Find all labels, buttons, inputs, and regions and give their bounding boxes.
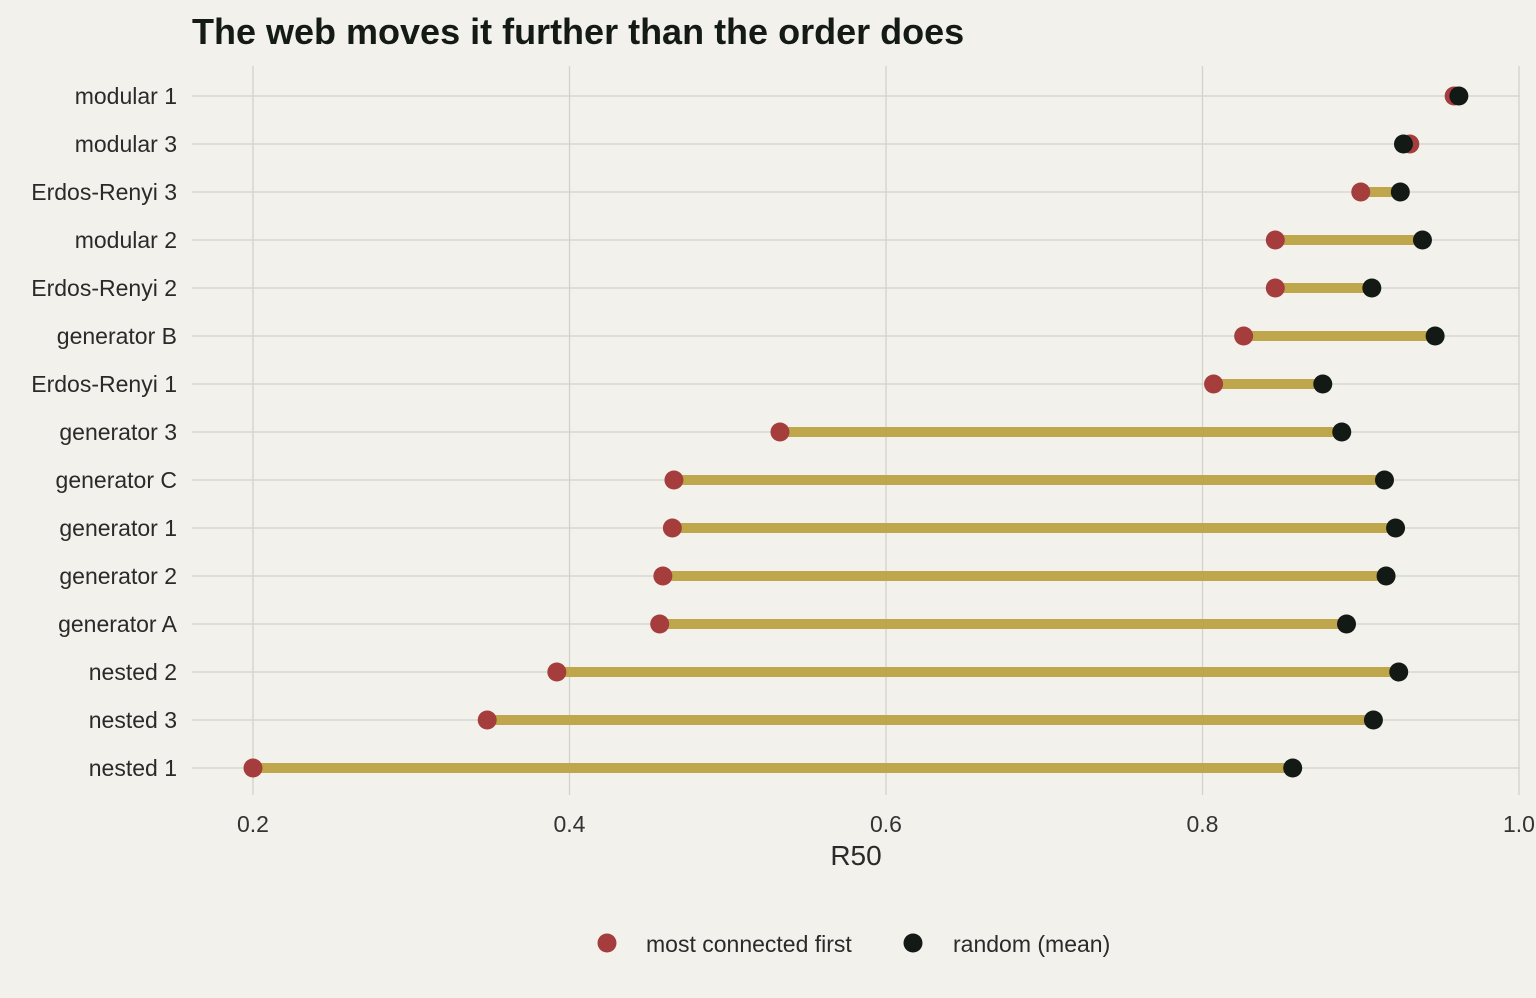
category-label: nested 1	[89, 755, 177, 781]
point-most-connected-first	[243, 758, 263, 778]
category-label: generator B	[57, 323, 177, 349]
point-most-connected-first	[653, 566, 673, 586]
point-random-mean	[1425, 326, 1445, 346]
category-label: generator 3	[59, 419, 177, 445]
point-most-connected-first	[1204, 374, 1224, 394]
point-random-mean	[1374, 470, 1394, 490]
point-random-mean	[1390, 182, 1410, 202]
chart-title: The web moves it further than the order …	[192, 11, 964, 52]
x-tick-label: 0.6	[870, 811, 902, 837]
legend-marker	[597, 933, 617, 953]
point-random-mean	[1332, 422, 1352, 442]
point-random-mean	[1363, 710, 1383, 730]
point-most-connected-first	[1265, 230, 1285, 250]
x-tick-label: 0.4	[554, 811, 586, 837]
point-most-connected-first	[664, 470, 684, 490]
point-most-connected-first	[1234, 326, 1254, 346]
point-most-connected-first	[547, 662, 567, 682]
x-tick-label: 1.0	[1503, 811, 1535, 837]
category-label: modular 1	[75, 83, 177, 109]
category-labels: modular 1 modular 3 Erdos-Renyi 3 modular 2…	[31, 83, 177, 781]
category-label: modular 2	[75, 227, 177, 253]
point-random-mean	[1283, 758, 1303, 778]
point-random-mean	[1412, 230, 1432, 250]
category-label: generator A	[58, 611, 178, 637]
point-most-connected-first	[1265, 278, 1285, 298]
legend-label: random (mean)	[953, 931, 1110, 957]
point-random-mean	[1337, 614, 1357, 634]
x-axis-title: R50	[830, 840, 881, 871]
category-label: modular 3	[75, 131, 177, 157]
category-label: Erdos-Renyi 3	[31, 179, 177, 205]
point-random-mean	[1389, 662, 1409, 682]
category-label: generator 2	[59, 563, 177, 589]
x-tick-label: 0.8	[1187, 811, 1219, 837]
category-label: nested 3	[89, 707, 177, 733]
point-random-mean	[1362, 278, 1382, 298]
legend-label: most connected first	[646, 931, 852, 957]
point-random-mean	[1393, 134, 1413, 154]
category-label: generator 1	[59, 515, 177, 541]
point-random-mean	[1449, 86, 1469, 106]
legend-marker	[903, 933, 923, 953]
category-label: generator C	[56, 467, 177, 493]
point-most-connected-first	[662, 518, 682, 538]
point-most-connected-first	[1351, 182, 1371, 202]
category-label: Erdos-Renyi 1	[31, 371, 177, 397]
point-random-mean	[1386, 518, 1406, 538]
point-most-connected-first	[650, 614, 670, 634]
x-tick-label: 0.2	[237, 811, 269, 837]
category-label: Erdos-Renyi 2	[31, 275, 177, 301]
category-label: nested 2	[89, 659, 177, 685]
legend: most connected first random (mean)	[597, 931, 1110, 957]
x-tick-labels: 0.2 0.4 0.6 0.8 1.0	[237, 811, 1535, 837]
point-random-mean	[1376, 566, 1396, 586]
point-random-mean	[1313, 374, 1333, 394]
point-most-connected-first	[477, 710, 497, 730]
data-points	[243, 86, 1469, 778]
point-most-connected-first	[770, 422, 790, 442]
